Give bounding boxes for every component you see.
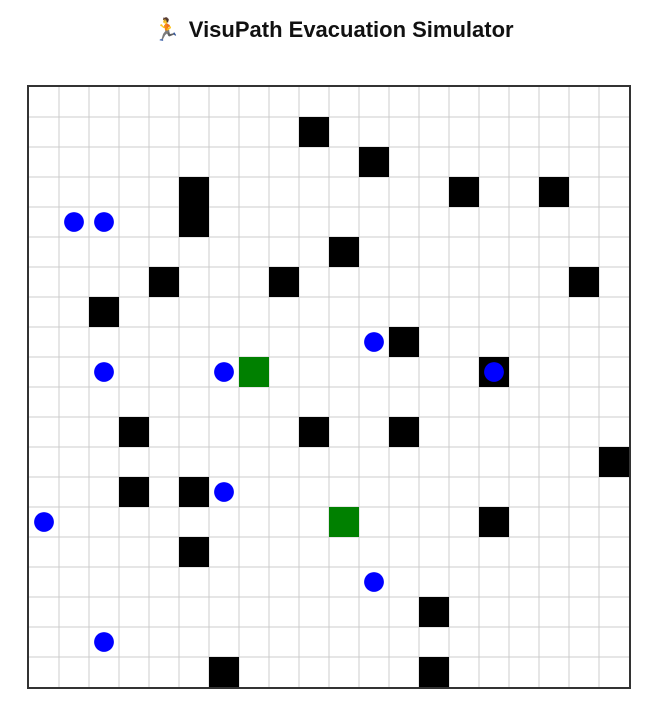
obstacle-cell[interactable]: [359, 147, 389, 177]
agent-marker[interactable]: [34, 512, 54, 532]
obstacle-cell[interactable]: [179, 207, 209, 237]
obstacle-cell[interactable]: [89, 297, 119, 327]
obstacle-cell[interactable]: [299, 417, 329, 447]
obstacle-cell[interactable]: [419, 657, 449, 687]
agent-marker[interactable]: [94, 362, 114, 382]
agent-marker[interactable]: [484, 362, 504, 382]
exit-cell[interactable]: [329, 507, 359, 537]
obstacle-cell[interactable]: [209, 657, 239, 687]
page-header: 🏃 VisuPath Evacuation Simulator: [0, 14, 667, 46]
obstacle-cell[interactable]: [479, 507, 509, 537]
runner-icon: 🏃: [153, 17, 181, 42]
grid-cells: [89, 117, 629, 687]
obstacle-cell[interactable]: [449, 177, 479, 207]
agent-marker[interactable]: [214, 362, 234, 382]
agent-marker[interactable]: [94, 632, 114, 652]
obstacle-cell[interactable]: [419, 597, 449, 627]
obstacle-cell[interactable]: [569, 267, 599, 297]
agent-marker[interactable]: [214, 482, 234, 502]
agent-marker[interactable]: [64, 212, 84, 232]
grid-canvas[interactable]: [29, 87, 629, 687]
agent-marker[interactable]: [364, 572, 384, 592]
obstacle-cell[interactable]: [389, 417, 419, 447]
grid-agents: [34, 212, 504, 652]
obstacle-cell[interactable]: [119, 417, 149, 447]
page-title: VisuPath Evacuation Simulator: [188, 17, 514, 42]
obstacle-cell[interactable]: [329, 237, 359, 267]
obstacle-cell[interactable]: [179, 537, 209, 567]
exit-cell[interactable]: [239, 357, 269, 387]
agent-marker[interactable]: [364, 332, 384, 352]
obstacle-cell[interactable]: [599, 447, 629, 477]
obstacle-cell[interactable]: [269, 267, 299, 297]
obstacle-cell[interactable]: [119, 477, 149, 507]
simulation-grid[interactable]: [27, 85, 631, 689]
agent-marker[interactable]: [94, 212, 114, 232]
obstacle-cell[interactable]: [389, 327, 419, 357]
obstacle-cell[interactable]: [539, 177, 569, 207]
obstacle-cell[interactable]: [179, 477, 209, 507]
obstacle-cell[interactable]: [299, 117, 329, 147]
obstacle-cell[interactable]: [179, 177, 209, 207]
obstacle-cell[interactable]: [149, 267, 179, 297]
